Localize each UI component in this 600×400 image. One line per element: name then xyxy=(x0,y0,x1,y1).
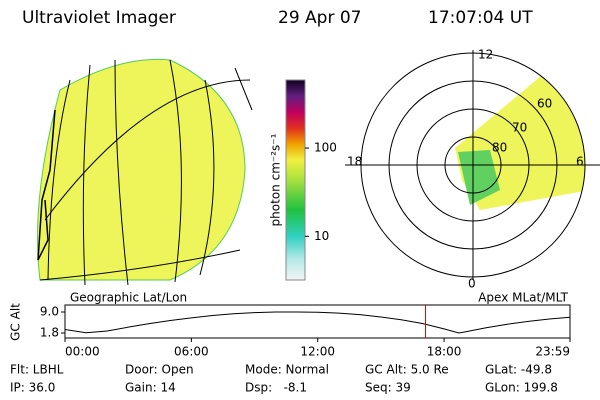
mlt-label: 18 xyxy=(347,155,362,169)
plot-title: Apex MLat/MLT xyxy=(478,291,568,305)
footer-item: GLon: 199.8 xyxy=(485,381,558,395)
polar-plot xyxy=(345,50,600,280)
x-tick-label: 18:00 xyxy=(427,345,462,359)
y-axis-label: GC Alt xyxy=(9,303,23,341)
ring-label: 60 xyxy=(537,97,552,111)
footer-item: Gain: 14 xyxy=(125,381,176,395)
footer-item: Flt: LBHL xyxy=(10,363,64,377)
altitude-line xyxy=(64,311,571,334)
title: Ultraviolet Imager xyxy=(22,8,176,28)
mlt-label: 12 xyxy=(478,48,493,62)
colorbar-tick-label: 10 xyxy=(314,229,329,243)
ring-label: 70 xyxy=(512,121,527,135)
footer-item: GC Alt: 5.0 Re xyxy=(365,363,449,377)
footer-item: Seq: 39 xyxy=(365,381,411,395)
mlt-label: 6 xyxy=(576,155,584,169)
x-tick-label: 23:59 xyxy=(535,345,570,359)
x-tick-label: 00:00 xyxy=(65,345,100,359)
time: 17:07:04 UT xyxy=(428,8,533,28)
colorbar xyxy=(285,79,306,281)
footer-item: IP: 36.0 xyxy=(10,381,55,395)
footer-item: GLat: -49.8 xyxy=(485,363,552,377)
colorbar-tick-label: 100 xyxy=(314,141,337,155)
footer-item: Dsp: -8.1 xyxy=(245,381,307,395)
plot-frame xyxy=(64,304,571,339)
y-tick-label: 1.8 xyxy=(40,326,59,340)
x-tick-label: 12:00 xyxy=(300,345,335,359)
footer-item: Mode: Normal xyxy=(245,363,329,377)
earth-image xyxy=(37,58,253,286)
mlt-label: 0 xyxy=(468,277,476,291)
x-tick-label: 06:00 xyxy=(174,345,209,359)
footer-item: Door: Open xyxy=(125,363,194,377)
date: 29 Apr 07 xyxy=(278,8,361,28)
ring-label: 80 xyxy=(492,141,507,155)
y-tick-label: 9.0 xyxy=(40,305,59,319)
colorbar-label: photon cm⁻²s⁻¹ xyxy=(269,133,283,226)
plot-title: Geographic Lat/Lon xyxy=(70,291,187,305)
